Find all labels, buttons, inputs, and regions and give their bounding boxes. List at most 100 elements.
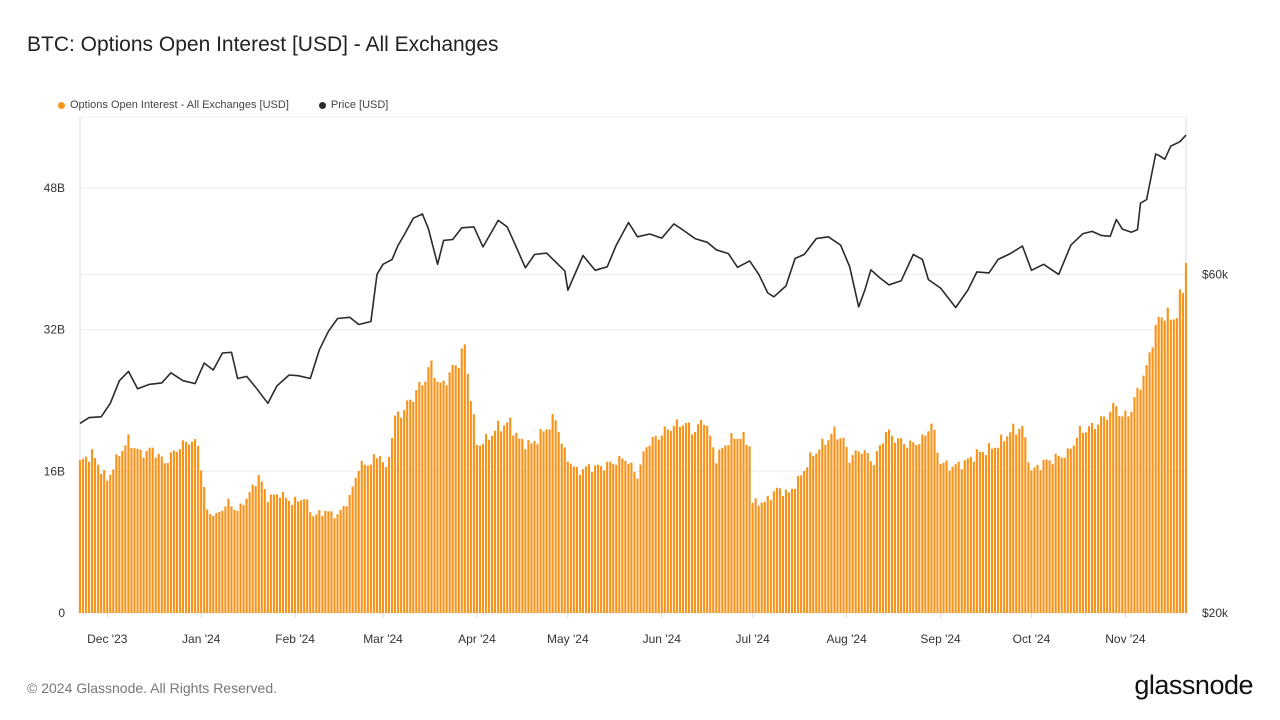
oi-bar xyxy=(154,457,157,613)
oi-bar xyxy=(442,380,445,613)
x-tick-label: Mar '24 xyxy=(363,632,403,646)
oi-bar xyxy=(497,420,500,613)
oi-bar xyxy=(545,429,548,613)
oi-bar xyxy=(269,494,272,613)
oi-bar xyxy=(581,469,585,613)
oi-bar xyxy=(1169,319,1172,613)
oi-bar xyxy=(418,381,421,613)
oi-bar xyxy=(1124,410,1127,613)
x-tick-label: May '24 xyxy=(547,632,589,646)
oi-bar xyxy=(351,486,354,613)
oi-bar xyxy=(1060,457,1063,613)
oi-bar xyxy=(348,495,351,613)
oi-bar xyxy=(363,464,366,613)
oi-bar xyxy=(103,469,106,613)
oi-bar xyxy=(654,435,657,613)
oi-bar xyxy=(175,451,178,613)
oi-bar xyxy=(754,498,757,613)
oi-bar xyxy=(881,443,884,613)
oi-bar xyxy=(472,414,475,613)
oi-bar xyxy=(715,463,718,613)
oi-bar xyxy=(612,463,615,613)
oi-bar xyxy=(730,433,733,613)
oi-bar xyxy=(400,417,403,613)
oi-bar xyxy=(915,445,918,613)
oi-bar xyxy=(806,467,809,613)
oi-bar xyxy=(354,477,357,613)
oi-bar xyxy=(106,480,109,613)
oi-bar xyxy=(630,462,633,613)
oi-bar xyxy=(97,464,100,613)
oi-bar xyxy=(1048,460,1051,613)
oi-bar xyxy=(903,444,906,613)
oi-bar xyxy=(884,432,888,613)
oi-bar xyxy=(978,451,981,613)
oi-bar xyxy=(1181,293,1184,613)
y-left-tick-label: 16B xyxy=(44,464,65,478)
oi-bar xyxy=(206,509,209,613)
oi-bar xyxy=(375,458,378,613)
oi-bar xyxy=(233,509,236,613)
oi-bar xyxy=(672,425,675,613)
oi-bar xyxy=(887,429,891,613)
oi-bar xyxy=(412,401,415,613)
oi-bar xyxy=(475,444,478,613)
oi-bar xyxy=(812,456,815,613)
oi-bar xyxy=(1145,365,1148,613)
oi-bar xyxy=(309,512,312,613)
oi-bar xyxy=(506,422,509,613)
chart-title: BTC: Options Open Interest [USD] - All E… xyxy=(27,33,499,56)
oi-bar xyxy=(821,438,824,613)
oi-bar xyxy=(815,453,818,613)
oi-bar xyxy=(1100,416,1103,613)
oi-bar xyxy=(1115,406,1118,613)
oi-bar xyxy=(797,476,800,613)
oi-bar xyxy=(651,437,654,613)
oi-bar xyxy=(130,448,133,613)
oi-bar xyxy=(406,400,409,613)
oi-bar xyxy=(963,460,966,613)
oi-bar xyxy=(378,456,381,613)
oi-bar xyxy=(321,515,324,613)
oi-bar xyxy=(312,516,315,613)
oi-bar xyxy=(833,426,836,613)
oi-bar xyxy=(948,470,951,613)
oi-bar xyxy=(721,448,724,613)
oi-bar xyxy=(933,429,936,613)
legend-item-price[interactable]: Price [USD] xyxy=(318,99,388,111)
oi-bar xyxy=(1175,318,1178,613)
oi-bar xyxy=(478,445,481,613)
oi-bar xyxy=(845,446,848,613)
oi-bar xyxy=(87,461,91,613)
oi-bar xyxy=(239,503,242,613)
oi-bar xyxy=(357,470,360,613)
oi-bar xyxy=(169,452,172,613)
y-left-tick-label: 0 xyxy=(58,606,65,620)
oi-bar xyxy=(669,430,672,613)
oi-bar xyxy=(1184,262,1188,613)
legend-item-open-interest[interactable]: Options Open Interest - All Exchanges [U… xyxy=(58,99,289,111)
oi-bar xyxy=(718,449,721,613)
oi-bar xyxy=(539,428,542,613)
oi-bar xyxy=(660,435,663,613)
oi-bar xyxy=(706,426,709,613)
oi-bar xyxy=(512,435,515,613)
oi-bar xyxy=(997,447,1000,613)
oi-bar xyxy=(636,478,639,613)
oi-bar xyxy=(624,460,627,613)
oi-bar xyxy=(530,443,533,613)
oi-bar xyxy=(157,453,160,613)
oi-bar xyxy=(939,463,942,613)
oi-bar xyxy=(618,455,621,613)
x-tick-label: Sep '24 xyxy=(920,632,961,646)
oi-bar xyxy=(1106,419,1109,613)
oi-bar xyxy=(1087,426,1091,613)
oi-bar xyxy=(694,431,697,613)
oi-bar xyxy=(487,439,491,613)
oi-bar xyxy=(627,463,630,613)
oi-bar xyxy=(918,444,921,613)
oi-bar xyxy=(781,496,784,613)
oi-bar xyxy=(712,447,715,613)
oi-bar xyxy=(542,431,545,613)
oi-bar xyxy=(209,514,212,613)
